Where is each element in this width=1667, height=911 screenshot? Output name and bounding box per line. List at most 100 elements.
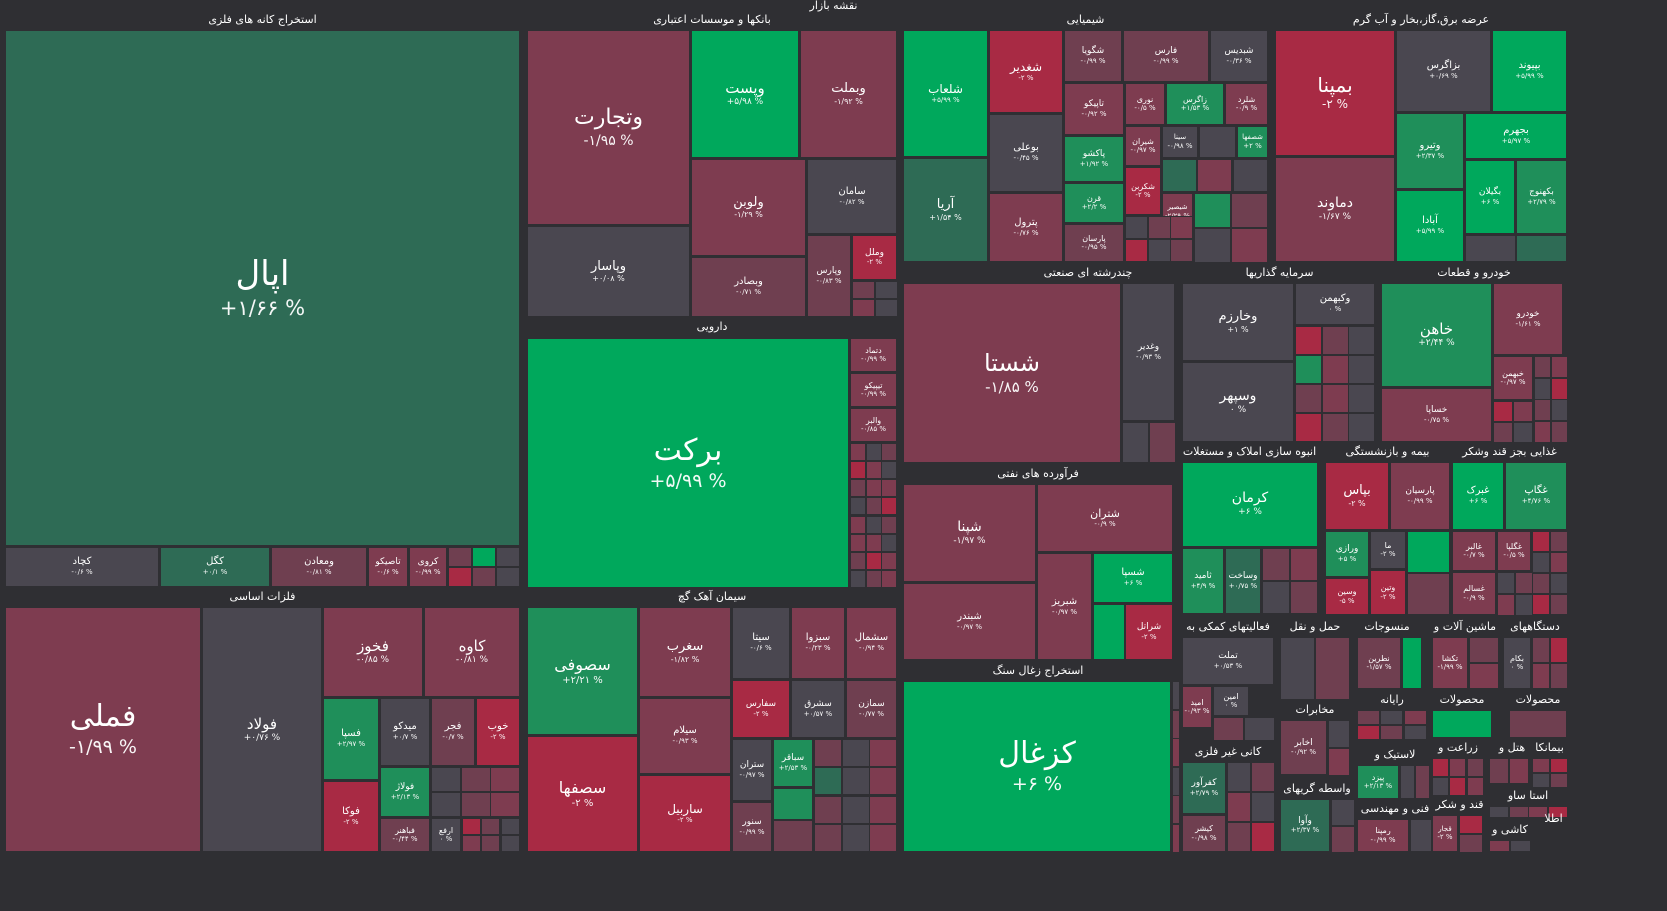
stock-tile-small[interactable] xyxy=(1497,572,1515,594)
stock-tile[interactable]: والبر -۰/۸۵ % xyxy=(850,408,897,442)
stock-tile[interactable]: وپاسار +۰/۰۸ % xyxy=(527,226,690,317)
stock-tile[interactable]: شسپا +۶ % xyxy=(1093,553,1173,603)
stock-tile-small[interactable] xyxy=(1125,239,1148,262)
stock-tile-small[interactable] xyxy=(1459,834,1483,853)
stock-tile-small[interactable] xyxy=(1328,748,1350,776)
stock-tile-small[interactable] xyxy=(1348,326,1375,355)
stock-tile-small[interactable] xyxy=(850,534,866,552)
stock-tile-small[interactable] xyxy=(501,835,520,852)
stock-tile[interactable]: شغدیر -۲ % xyxy=(989,30,1063,113)
stock-tile-small[interactable] xyxy=(881,497,897,515)
stock-tile-small[interactable] xyxy=(866,479,882,497)
stock-tile-small[interactable] xyxy=(842,824,870,852)
stock-tile[interactable]: سمازن -۰/۷۷ % xyxy=(846,680,897,738)
stock-tile-small[interactable] xyxy=(1170,239,1193,262)
stock-tile[interactable]: وتین -۲ % xyxy=(1370,570,1406,615)
stock-tile-small[interactable] xyxy=(1380,725,1403,740)
stock-tile-small[interactable] xyxy=(1532,594,1550,615)
stock-tile-small[interactable] xyxy=(1172,738,1180,767)
stock-tile-small[interactable] xyxy=(490,767,520,792)
stock-tile[interactable]: قرن +۲/۲ % xyxy=(1064,183,1124,223)
stock-tile-small[interactable] xyxy=(1251,822,1275,852)
stock-tile-small[interactable] xyxy=(1357,710,1380,725)
stock-tile[interactable]: کفرآور +۲/۷۹ % xyxy=(1182,762,1226,814)
stock-tile[interactable]: شبدیس -۰/۳۶ % xyxy=(1210,30,1268,82)
stock-tile[interactable]: ومعادن -۰/۸۱ % xyxy=(271,547,367,587)
stock-tile[interactable]: ارفع ۰ % xyxy=(431,818,461,852)
stock-tile-small[interactable] xyxy=(1213,717,1244,741)
stock-tile[interactable]: فجر -۰/۷ % xyxy=(431,698,475,766)
stock-tile-small[interactable] xyxy=(1497,594,1515,616)
stock-tile-small[interactable] xyxy=(1550,594,1568,615)
stock-tile[interactable]: تکشا -۱/۹۹ % xyxy=(1432,637,1468,689)
stock-tile[interactable]: شلرد -۰/۹ % xyxy=(1225,83,1268,125)
stock-tile-small[interactable] xyxy=(461,792,491,817)
stock-tile-small[interactable] xyxy=(1449,758,1466,777)
stock-tile[interactable]: سیلام -۰/۹۳ % xyxy=(639,698,731,774)
stock-tile[interactable]: تاصیکو -۰/۶ % xyxy=(368,547,408,587)
stock-tile[interactable]: شراتل -۲ % xyxy=(1125,604,1173,660)
stock-tile-small[interactable] xyxy=(1227,792,1251,822)
stock-tile-small[interactable] xyxy=(1513,401,1533,422)
stock-tile-small[interactable] xyxy=(1548,806,1568,818)
stock-tile-small[interactable] xyxy=(1550,531,1568,552)
stock-tile-small[interactable] xyxy=(1469,637,1499,663)
stock-tile-small[interactable] xyxy=(773,820,813,852)
stock-tile-small[interactable] xyxy=(1551,421,1568,443)
stock-tile-small[interactable] xyxy=(850,479,866,497)
stock-tile-small[interactable] xyxy=(1231,193,1268,228)
stock-tile-small[interactable] xyxy=(481,835,500,852)
stock-tile[interactable]: فولاد +۰/۷۶ % xyxy=(202,607,322,852)
stock-tile-small[interactable] xyxy=(866,516,882,534)
stock-tile[interactable]: وپارس -۰/۸۳ % xyxy=(807,235,851,317)
stock-tile-small[interactable] xyxy=(462,835,481,852)
stock-tile-small[interactable] xyxy=(1322,384,1349,413)
stock-tile-small[interactable] xyxy=(1404,710,1427,725)
stock-tile-small[interactable] xyxy=(1402,637,1422,689)
stock-tile-small[interactable] xyxy=(1532,637,1550,663)
stock-tile-small[interactable] xyxy=(850,552,866,570)
stock-tile[interactable]: اپال +۱/۶۶ % xyxy=(5,30,520,546)
stock-tile-small[interactable] xyxy=(852,281,875,299)
stock-tile[interactable]: نوری -۰/۵ % xyxy=(1125,83,1165,125)
stock-tile-small[interactable] xyxy=(842,767,870,795)
stock-tile-small[interactable] xyxy=(1322,326,1349,355)
stock-tile-small[interactable] xyxy=(881,552,897,570)
stock-tile-small[interactable] xyxy=(1513,422,1533,443)
stock-tile[interactable]: غالبر -۰/۷ % xyxy=(1452,531,1496,571)
stock-tile[interactable]: شبریز -۰/۹۷ % xyxy=(1037,553,1092,660)
stock-tile-small[interactable] xyxy=(1194,228,1231,263)
stock-tile-small[interactable] xyxy=(1172,681,1180,710)
stock-tile[interactable]: دماوند -۱/۶۷ % xyxy=(1275,157,1395,262)
stock-tile[interactable]: سباقر +۲/۵۳ % xyxy=(773,739,813,787)
stock-tile[interactable]: فوکا -۲ % xyxy=(323,781,379,852)
stock-tile[interactable]: وسپهر ۰ % xyxy=(1182,362,1294,442)
stock-tile-small[interactable] xyxy=(1348,384,1375,413)
stock-tile[interactable]: پاکشو +۱/۹۲ % xyxy=(1064,136,1124,182)
stock-tile[interactable]: شتران -۰/۹ % xyxy=(1037,484,1173,552)
stock-tile-small[interactable] xyxy=(1400,765,1415,799)
stock-tile-small[interactable] xyxy=(1328,720,1350,748)
stock-tile[interactable]: خودرو -۱/۶۱ % xyxy=(1493,283,1563,355)
stock-tile-small[interactable] xyxy=(1550,773,1568,788)
stock-tile-small[interactable] xyxy=(1534,378,1551,400)
stock-tile-small[interactable] xyxy=(850,570,866,588)
stock-tile-small[interactable] xyxy=(842,796,870,824)
stock-tile-small[interactable] xyxy=(1532,531,1550,552)
stock-tile[interactable]: بکام ۰ % xyxy=(1503,637,1531,689)
stock-tile[interactable]: ساربیل -۲ % xyxy=(639,775,731,852)
stock-tile-small[interactable] xyxy=(869,767,897,795)
stock-tile-small[interactable] xyxy=(814,824,842,852)
stock-tile-small[interactable] xyxy=(1449,777,1466,796)
stock-tile[interactable]: غبرک +۶ % xyxy=(1452,462,1504,530)
stock-tile[interactable]: غسالم -۰/۹ % xyxy=(1452,572,1496,615)
stock-tile[interactable]: تیپیکو -۰/۹۹ % xyxy=(850,373,897,407)
stock-tile[interactable]: برکت +۵/۹۹ % xyxy=(527,338,849,588)
stock-tile-small[interactable] xyxy=(1172,710,1180,739)
stock-tile-small[interactable] xyxy=(1227,762,1251,792)
stock-tile-small[interactable] xyxy=(850,443,866,461)
stock-tile-small[interactable] xyxy=(1280,637,1315,700)
stock-tile-small[interactable] xyxy=(1290,548,1318,581)
stock-tile-small[interactable] xyxy=(1551,399,1568,421)
stock-tile[interactable]: سشمال -۰/۹۴ % xyxy=(846,607,897,679)
